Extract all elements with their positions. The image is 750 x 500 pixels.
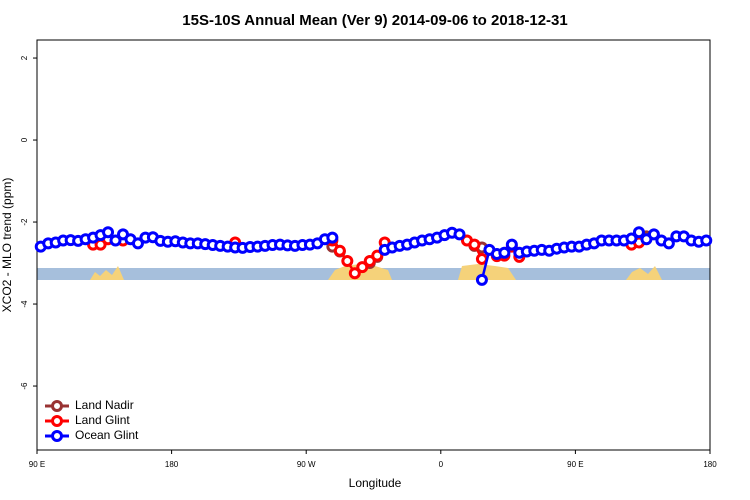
y-tick-label: -2 [20, 218, 29, 226]
x-tick-label: 180 [165, 460, 179, 469]
data-point [102, 226, 115, 239]
x-tick-label: 180 [703, 460, 717, 469]
legend-label: Land Nadir [75, 398, 134, 412]
y-tick-label: 0 [20, 137, 29, 142]
y-tick-label: -6 [20, 382, 29, 390]
data-point [348, 267, 361, 280]
x-tick-label: 90 E [567, 460, 583, 469]
data-point [468, 238, 481, 251]
data-point [505, 238, 518, 251]
legend-marker [51, 415, 63, 427]
legend-marker [51, 430, 63, 442]
land-patch [458, 264, 516, 280]
data-point [625, 232, 638, 245]
legend-label: Ocean Glint [75, 428, 139, 442]
data-point [647, 228, 660, 241]
data-point [453, 228, 466, 241]
data-point [363, 254, 376, 267]
legend-label: Land Glint [75, 413, 130, 427]
y-axis-label: XCO2 - MLO trend (ppm) [0, 178, 14, 313]
data-point [326, 231, 339, 244]
data-point [475, 273, 488, 286]
data-point [356, 261, 369, 274]
data-point [131, 237, 144, 250]
topography [37, 264, 710, 280]
data-point [632, 226, 645, 239]
legend-marker [51, 400, 63, 412]
x-tick-label: 0 [439, 460, 444, 469]
land-patch [626, 266, 662, 280]
data-point [333, 244, 346, 257]
chart-title: 15S-10S Annual Mean (Ver 9) 2014-09-06 t… [182, 12, 567, 29]
data-point [700, 234, 713, 247]
data-point [109, 234, 122, 247]
x-axis-label: Longitude [349, 476, 402, 490]
land-patch [90, 266, 124, 280]
data-point [341, 254, 354, 267]
x-tick-label: 90 E [29, 460, 45, 469]
data-point [371, 249, 384, 262]
y-tick-label: -4 [20, 300, 29, 308]
x-tick-label: 90 W [297, 460, 316, 469]
data-point [498, 246, 511, 259]
data-point [662, 237, 675, 250]
y-tick-label: 2 [20, 55, 29, 60]
